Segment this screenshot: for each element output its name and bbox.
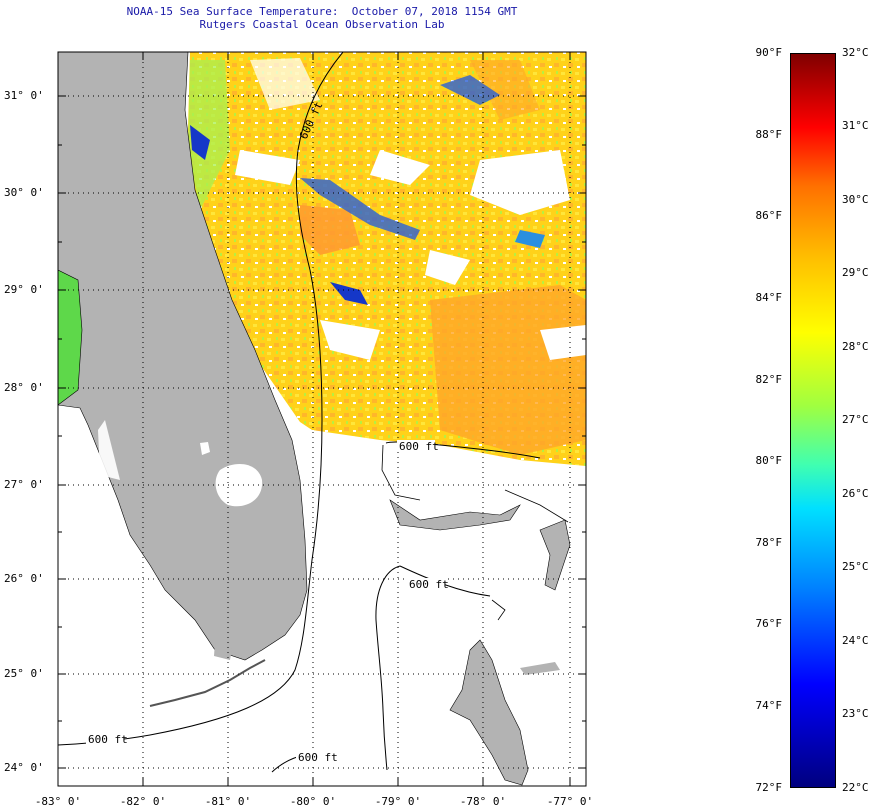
colorbar-c-label: 26°C — [842, 487, 869, 500]
colorbar-f-label: 88°F — [755, 128, 783, 141]
contour-label: 600 ft — [409, 578, 449, 591]
colorbar-c-label: 24°C — [842, 634, 869, 647]
lon-label: -78° 0' — [459, 795, 507, 808]
lat-gridlines — [58, 95, 586, 769]
colorbar-f-label: 84°F — [755, 291, 783, 304]
lat-label: 29° 0' — [4, 283, 44, 296]
sst-data-layer — [58, 52, 586, 466]
lon-label: -77° 0' — [546, 795, 594, 808]
colorbar-c-label: 29°C — [842, 266, 869, 279]
map-title: NOAA-15 Sea Surface Temperature: October… — [126, 5, 518, 18]
lon-label: -81° 0' — [204, 795, 252, 808]
small-lake — [200, 442, 210, 455]
colorbar-c-label: 32°C — [842, 46, 869, 59]
florida-landmass — [58, 52, 308, 661]
colorbar-c-label: 23°C — [842, 707, 869, 720]
colorbar-f-label: 86°F — [755, 209, 783, 222]
colorbar-c-label: 31°C — [842, 119, 869, 132]
map-frame — [57, 51, 587, 787]
colorbar-f-label: 82°F — [755, 373, 783, 386]
axis-ticks — [58, 52, 586, 786]
contour-label: 600 ft — [399, 440, 439, 453]
lat-label: 25° 0' — [4, 667, 44, 680]
colorbar-f-label: 90°F — [755, 46, 783, 59]
lat-label: 24° 0' — [4, 761, 44, 774]
contour-label: 600 ft — [298, 751, 338, 764]
colorbar-f-label: 74°F — [755, 699, 783, 712]
temperature-colorbar — [790, 53, 836, 788]
colorbar-c-label: 25°C — [842, 560, 869, 573]
lon-label: -79° 0' — [374, 795, 422, 808]
colorbar-f-label: 80°F — [755, 454, 783, 467]
lat-label: 28° 0' — [4, 381, 44, 394]
colorbar-c-label: 28°C — [842, 340, 869, 353]
lon-label: -82° 0' — [119, 795, 167, 808]
contour-label: 600 ft — [88, 733, 128, 746]
colorbar-f-label: 78°F — [755, 536, 783, 549]
lat-label: 30° 0' — [4, 186, 44, 199]
colorbar-c-label: 30°C — [842, 193, 869, 206]
lon-label: -83° 0' — [34, 795, 82, 808]
colorbar-f-label: 76°F — [755, 617, 783, 630]
lat-label: 27° 0' — [4, 478, 44, 491]
florida-keys — [149, 659, 266, 707]
lat-label: 26° 0' — [4, 572, 44, 585]
colorbar-c-label: 27°C — [842, 413, 869, 426]
map-subtitle: Rutgers Coastal Ocean Observation Lab — [199, 18, 445, 31]
lon-label: -80° 0' — [289, 795, 337, 808]
bahamas-islands — [381, 444, 571, 786]
colorbar-c-label: 22°C — [842, 781, 869, 794]
lat-label: 31° 0' — [4, 89, 44, 102]
colorbar-f-label: 72°F — [755, 781, 783, 794]
